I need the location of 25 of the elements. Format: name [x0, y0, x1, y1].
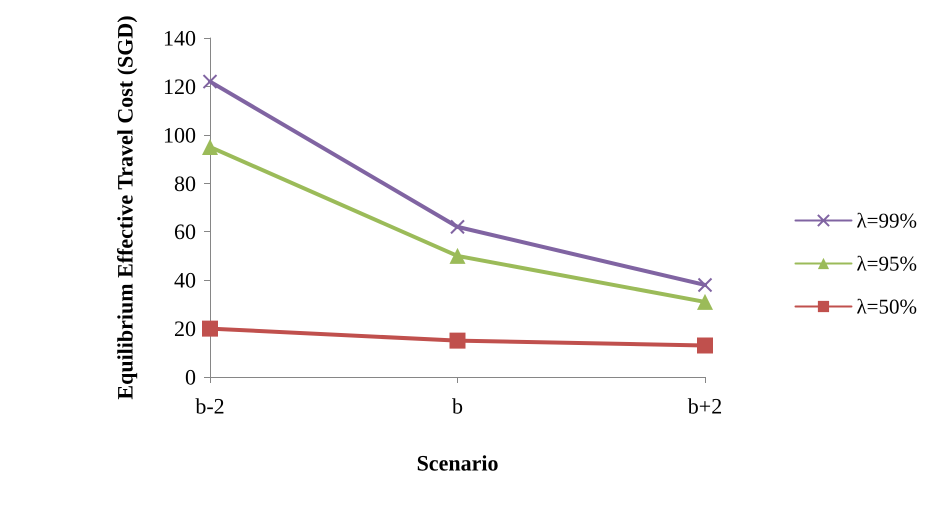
point	[697, 338, 713, 354]
y-tick-label: 100	[163, 122, 196, 148]
point	[202, 74, 218, 90]
x-tick-label: b	[452, 394, 463, 418]
y-tick-label: 40	[174, 268, 196, 293]
point	[202, 138, 218, 155]
y-tick-label: 0	[185, 364, 196, 390]
y-tick-label: 120	[163, 74, 196, 99]
point	[698, 277, 712, 292]
point	[450, 248, 466, 264]
x-axis-title: Scenario	[416, 450, 498, 476]
x-tick-label: b-2	[195, 394, 225, 418]
y-tick-label: 20	[174, 316, 196, 342]
y-tick-label: 140	[163, 26, 196, 50]
y-tick-label: 80	[174, 170, 196, 196]
point	[450, 219, 465, 234]
point	[202, 320, 218, 337]
legend-label: λ=99%	[856, 208, 918, 232]
legend-label: λ=95%	[856, 252, 918, 276]
point	[697, 294, 713, 310]
y-axis-title: Equilibrium Effective Travel Cost (SGD)	[112, 15, 138, 400]
legend-label: λ=50%	[856, 294, 918, 318]
point	[450, 332, 466, 349]
x-tick-label: b+2	[688, 394, 722, 418]
y-tick-label: 60	[174, 219, 196, 244]
